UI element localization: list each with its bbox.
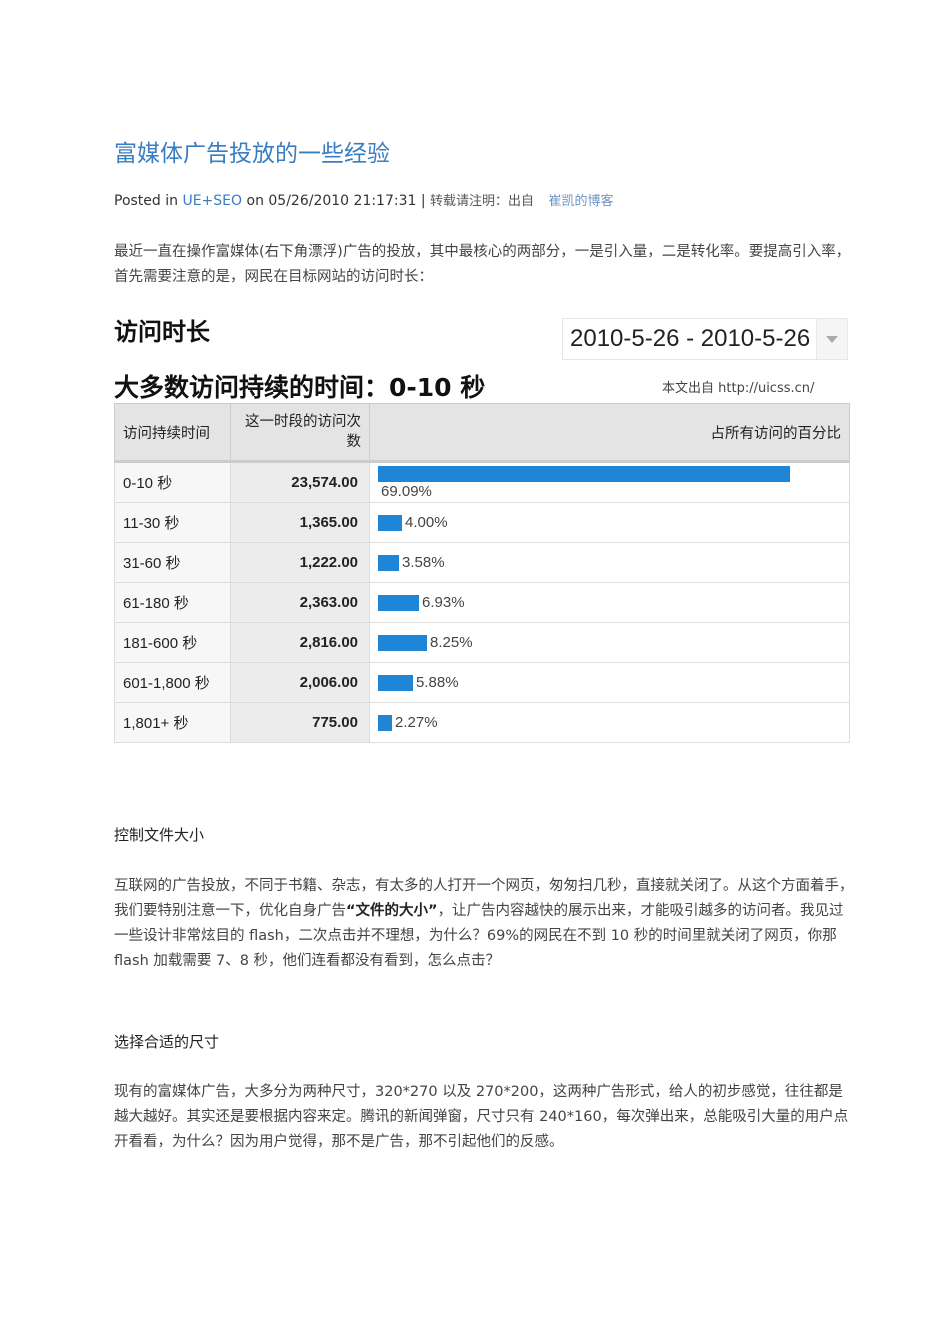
table-row: 1,801+ 秒 775.00 2.27%: [114, 702, 850, 743]
percent-label: 4.00%: [405, 514, 448, 532]
intro-paragraph: 最近一直在操作富媒体(右下角漂浮)广告的投放，其中最核心的两部分，一是引入量，二…: [114, 244, 851, 285]
category-link[interactable]: UE+SEO: [182, 193, 243, 209]
percent-bar: [378, 554, 399, 571]
percent-label: 6.93%: [422, 594, 465, 612]
col-duration: 访问持续时间: [114, 403, 231, 463]
visits-cell: 1,222.00: [230, 542, 370, 583]
section-heading: 控制文件大小: [114, 826, 205, 844]
percent-label: 5.88%: [416, 674, 459, 692]
percent-cell: 5.88%: [369, 662, 850, 703]
percent-bar: [378, 514, 402, 531]
article-title[interactable]: 富媒体广告投放的一些经验: [114, 141, 390, 167]
percent-bar: [378, 466, 790, 483]
table-row: 601-1,800 秒 2,006.00 5.88%: [114, 662, 850, 703]
percent-bar: [378, 634, 427, 651]
table-row: 31-60 秒 1,222.00 3.58%: [114, 542, 850, 583]
col-visits: 这一时段的访问次数: [230, 403, 370, 463]
figure-subtitle: 大多数访问持续的时间：0-10 秒: [114, 373, 486, 402]
percent-cell: 3.58%: [369, 542, 850, 583]
visits-cell: 775.00: [230, 702, 370, 743]
table-row: 11-30 秒 1,365.00 4.00%: [114, 502, 850, 543]
table-row: 61-180 秒 2,363.00 6.93%: [114, 582, 850, 623]
percent-label: 8.25%: [430, 634, 473, 652]
table-row: 181-600 秒 2,816.00 8.25%: [114, 622, 850, 663]
duration-cell: 31-60 秒: [114, 542, 231, 583]
duration-cell: 601-1,800 秒: [114, 662, 231, 703]
duration-cell: 1,801+ 秒: [114, 702, 231, 743]
percent-bar: [378, 674, 413, 691]
post-date: on 05/26/2010 21:17:31 |: [246, 193, 426, 209]
percent-bar: [378, 594, 419, 611]
section-paragraph: 互联网的广告投放，不同于书籍、杂志，有太多的人打开一个网页，匆匆扫几秒，直接就关…: [114, 874, 854, 974]
figure-title: 访问时长: [114, 318, 210, 346]
percent-label: 69.09%: [381, 482, 432, 500]
percent-cell: 6.93%: [369, 582, 850, 623]
percent-cell: 8.25%: [369, 622, 850, 663]
visits-cell: 23,574.00: [230, 461, 370, 503]
emphasis: “文件的大小”: [346, 903, 438, 919]
dropdown-arrow-icon: [816, 319, 847, 359]
repost-note: 转载请注明：出自: [430, 194, 535, 209]
visits-cell: 2,816.00: [230, 622, 370, 663]
percent-cell: 69.09%: [369, 461, 850, 503]
visits-cell: 1,365.00: [230, 502, 370, 543]
duration-cell: 181-600 秒: [114, 622, 231, 663]
col-percent: 占所有访问的百分比: [369, 403, 850, 463]
duration-cell: 0-10 秒: [114, 461, 231, 503]
visits-cell: 2,363.00: [230, 582, 370, 623]
duration-cell: 61-180 秒: [114, 582, 231, 623]
blog-link[interactable]: 崔凯的博客: [548, 194, 614, 209]
post-meta: Posted in UE+SEO on 05/26/2010 21:17:31 …: [114, 190, 614, 209]
percent-bar: [378, 714, 392, 731]
visit-duration-table: 访问持续时间 这一时段的访问次数 占所有访问的百分比 0-10 秒 23,574…: [114, 403, 850, 743]
percent-label: 2.27%: [395, 714, 438, 732]
section-paragraph: 现有的富媒体广告，大多分为两种尺寸，320*270 以及 270*200，这两种…: [114, 1084, 849, 1150]
date-range-select: 2010-5-26 - 2010-5-26: [562, 318, 848, 360]
text: 互联网的广告投放，不同于书籍、杂志，有太多的人打开一个网页，匆匆扫几秒，直接就关…: [114, 878, 854, 919]
percent-cell: 4.00%: [369, 502, 850, 543]
date-range: 2010-5-26 - 2010-5-26: [570, 325, 811, 352]
duration-cell: 11-30 秒: [114, 502, 231, 543]
text: ，让广告内容越快的展示出来，才能吸引越多的访问者。我见过一些设计非常炫目的 fl…: [114, 903, 844, 969]
posted-in-label: Posted in: [114, 193, 179, 209]
section-heading: 选择合适的尺寸: [114, 1033, 220, 1051]
figure-source: 本文出自 http://uicss.cn/: [662, 381, 815, 396]
table-row: 0-10 秒 23,574.00 69.09%: [114, 461, 850, 503]
percent-cell: 2.27%: [369, 702, 850, 743]
percent-label: 3.58%: [402, 554, 445, 572]
visits-cell: 2,006.00: [230, 662, 370, 703]
